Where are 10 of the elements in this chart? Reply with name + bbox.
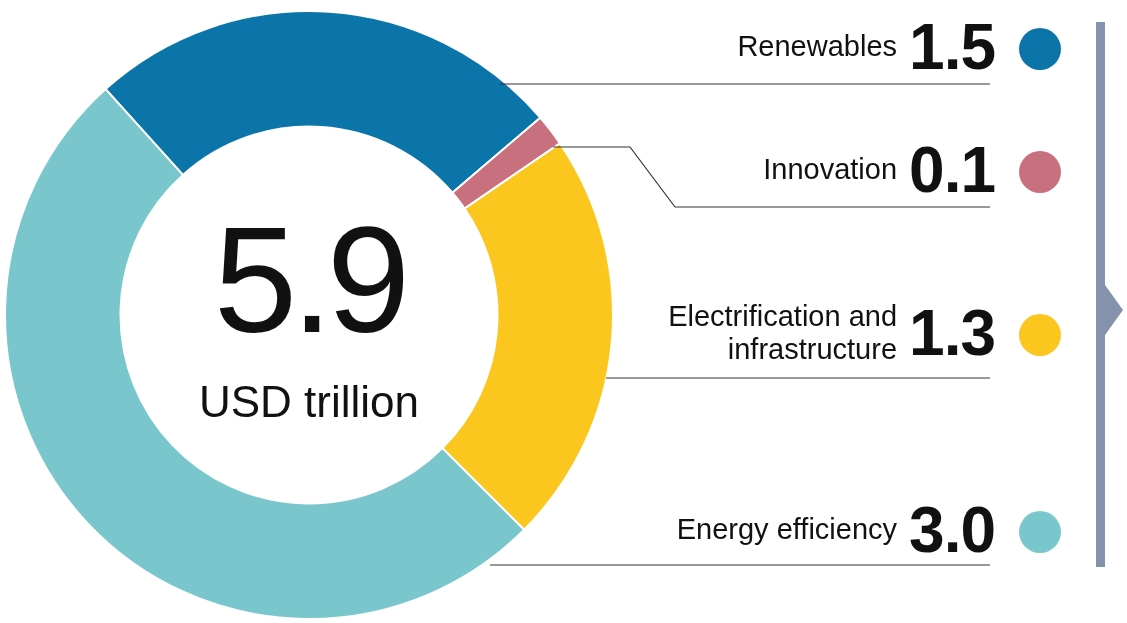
data-label: 3.0 [909,493,995,567]
data-label: 0.1 [909,133,995,207]
slice-label: Energy efficiency [676,513,898,547]
text: USD trillion [197,377,420,426]
slice-label: Innovation [763,153,898,187]
text: 5.9 [212,196,406,364]
data-label: 1.3 [909,296,995,370]
slice-label: Renewables [737,30,898,64]
slice-label: Electrification and infrastructure [667,299,898,367]
data-label: 1.5 [909,10,995,84]
